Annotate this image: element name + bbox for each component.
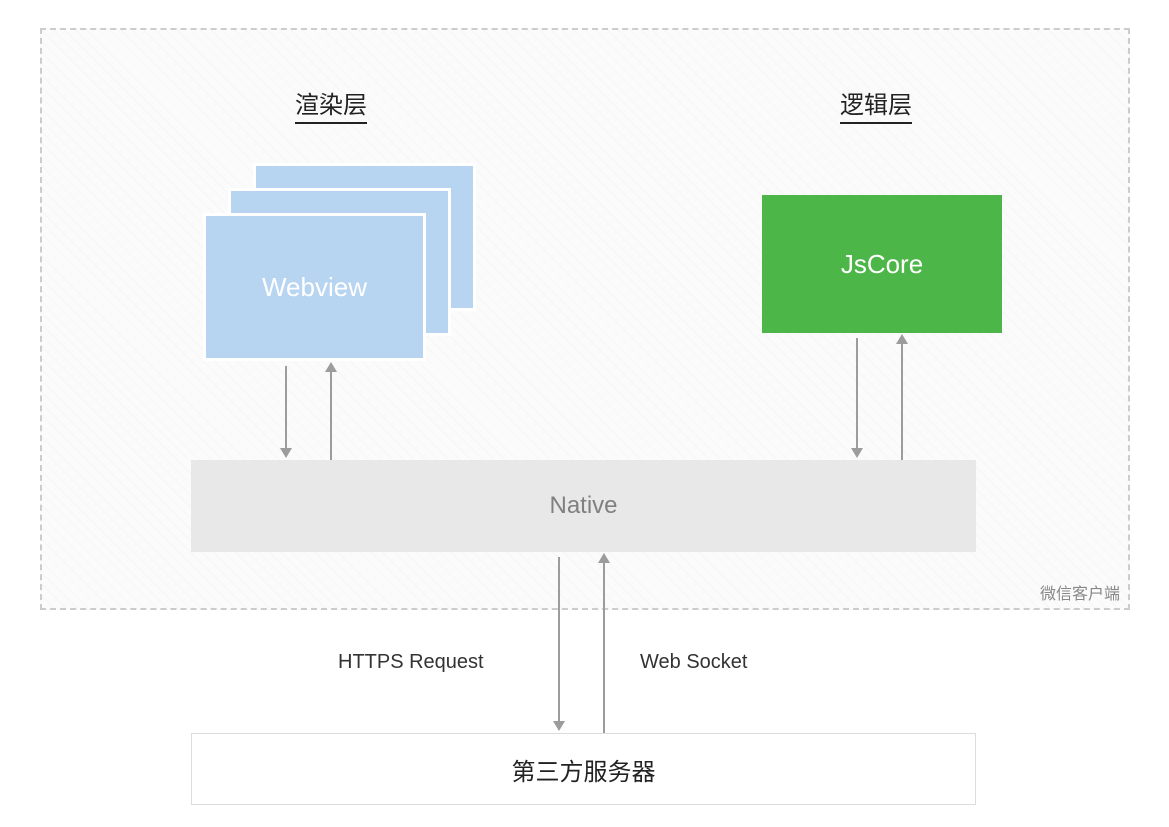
arrow-webview-native-down — [285, 366, 287, 450]
arrow-jscore-native-down — [856, 338, 858, 450]
arrow-jscore-native-up-head — [896, 334, 908, 344]
arrow-native-server-down — [558, 557, 560, 723]
jscore-label: JsCore — [841, 249, 923, 280]
render-layer-title: 渲染层 — [295, 85, 367, 124]
https-label: HTTPS Request — [338, 651, 484, 674]
arrow-native-server-up — [603, 562, 605, 733]
websocket-label: Web Socket — [640, 651, 747, 674]
native-label: Native — [549, 492, 617, 520]
native-box: Native — [191, 460, 976, 552]
server-label: 第三方服务器 — [512, 752, 656, 787]
arrow-native-server-up-head — [598, 553, 610, 563]
arrow-native-server-down-head — [553, 721, 565, 731]
jscore-box: JsCore — [762, 195, 1002, 333]
logic-layer-title: 逻辑层 — [840, 85, 912, 124]
webview-card-front: Webview — [203, 213, 426, 361]
arrow-jscore-native-down-head — [851, 448, 863, 458]
arrow-jscore-native-up — [901, 343, 903, 460]
server-box: 第三方服务器 — [191, 733, 976, 805]
webview-label: Webview — [262, 272, 367, 303]
client-caption: 微信客户端 — [1040, 580, 1120, 604]
arrow-webview-native-down-head — [280, 448, 292, 458]
arrow-webview-native-up — [330, 371, 332, 460]
arrow-webview-native-up-head — [325, 362, 337, 372]
